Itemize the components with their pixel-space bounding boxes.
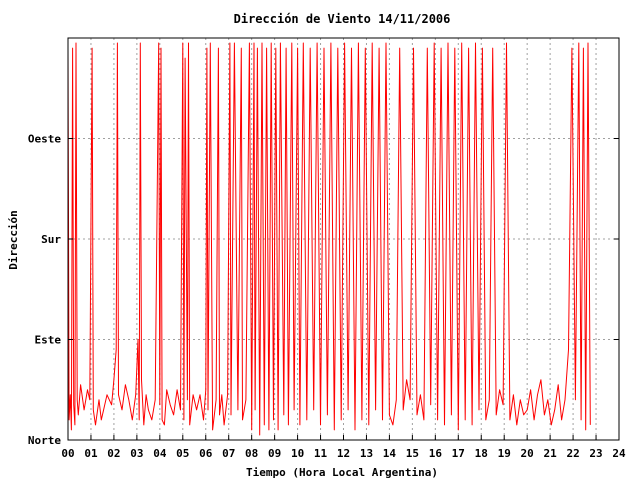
x-tick-label: 01 [84,447,98,460]
x-tick-label: 07 [222,447,235,460]
x-axis-ticks: 00 01 02 03 04 05 06 07 08 09 10 11 12 13 14 15 16 17 18 19… [61,435,626,460]
x-tick-label: 06 [199,447,213,460]
x-tick-label: 04 [153,447,167,460]
x-tick-label: 22 [566,447,579,460]
grid [68,38,619,440]
x-tick-label: 09 [268,447,281,460]
y-axis-label: Dirección [7,210,20,270]
x-tick-label: 15 [406,447,419,460]
x-tick-label: 12 [337,447,350,460]
x-tick-label: 05 [176,447,189,460]
x-tick-label: 02 [107,447,120,460]
x-tick-label: 03 [130,447,143,460]
x-tick-label: 21 [544,447,558,460]
y-tick-label: Este [35,334,62,347]
x-tick-label: 19 [498,447,511,460]
x-tick-label: 00 [61,447,74,460]
x-tick-label: 16 [429,447,443,460]
x-tick-label: 24 [612,447,626,460]
y-axis-ticks: Norte Este Sur Oeste [28,133,619,447]
x-tick-label: 18 [475,447,488,460]
y-tick-label: Sur [41,233,61,246]
y-tick-label: Oeste [28,133,61,146]
y-tick-label: Norte [28,434,61,447]
chart-title: Dirección de Viento 14/11/2006 [234,12,451,26]
x-tick-label: 10 [291,447,304,460]
x-tick-label: 20 [521,447,534,460]
wind-direction-series-line [67,42,591,436]
x-tick-label: 23 [589,447,602,460]
x-axis-label: Tiempo (Hora Local Argentina) [246,466,438,479]
series-layer [67,42,591,436]
x-tick-label: 17 [452,447,465,460]
x-tick-label: 08 [245,447,258,460]
x-tick-label: 14 [383,447,397,460]
x-tick-label: 13 [360,447,373,460]
x-tick-label: 11 [314,447,328,460]
